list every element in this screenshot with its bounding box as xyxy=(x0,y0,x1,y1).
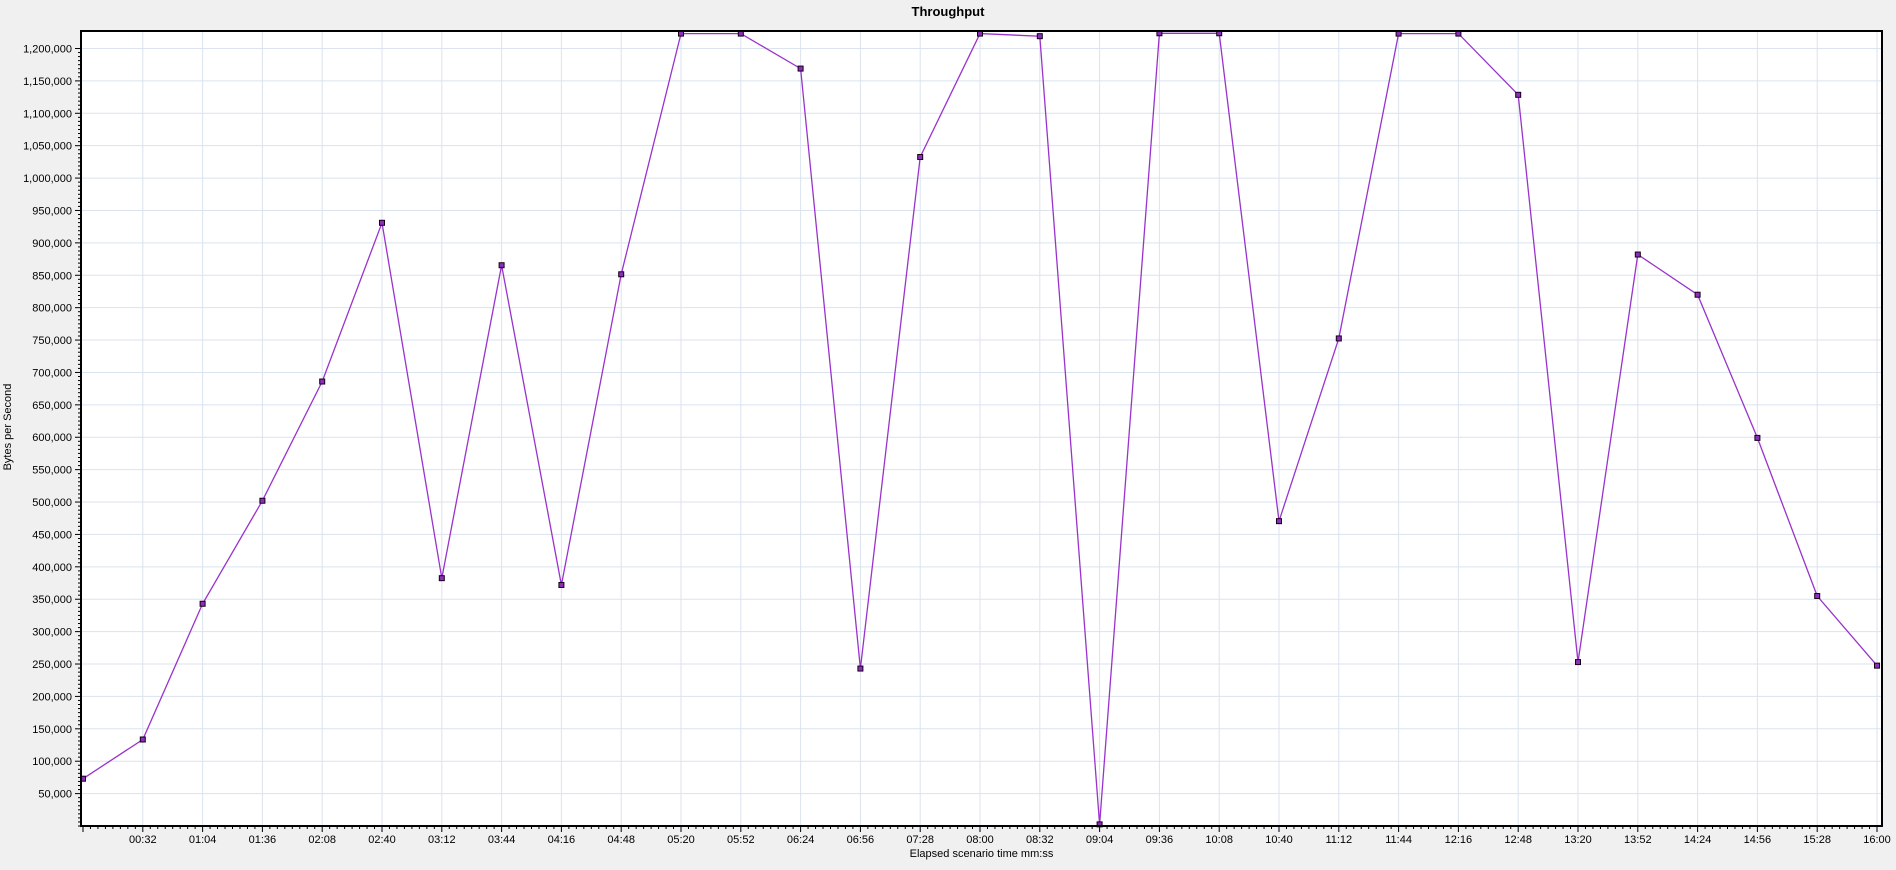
y-tick-label: 100,000 xyxy=(32,756,72,768)
y-tick-label: 50,000 xyxy=(38,789,72,801)
data-point-marker xyxy=(1814,592,1821,599)
y-tick-label: 350,000 xyxy=(32,594,72,606)
y-tick-label: 650,000 xyxy=(32,400,72,412)
data-point-marker xyxy=(1694,291,1701,298)
y-tick-label: 200,000 xyxy=(32,691,72,703)
x-tick-label: 10:08 xyxy=(1205,834,1233,846)
x-tick-label: 00:32 xyxy=(129,834,157,846)
y-tick-label: 550,000 xyxy=(32,465,72,477)
data-point-marker xyxy=(1874,662,1880,669)
x-tick-label: 13:20 xyxy=(1564,834,1592,846)
x-tick-label: 12:16 xyxy=(1445,834,1473,846)
y-tick-label: 1,000,000 xyxy=(23,173,72,185)
x-tick-label: 08:32 xyxy=(1026,834,1054,846)
data-point-marker xyxy=(1515,91,1522,98)
data-point-marker xyxy=(1036,33,1043,40)
plot-area xyxy=(81,31,1882,826)
x-tick-label: 09:36 xyxy=(1146,834,1174,846)
y-tick-label: 1,100,000 xyxy=(23,108,72,120)
data-point-marker xyxy=(319,378,326,385)
y-tick-label: 700,000 xyxy=(32,367,72,379)
x-tick-label: 15:28 xyxy=(1803,834,1831,846)
y-tick-label: 800,000 xyxy=(32,303,72,315)
y-tick-label: 750,000 xyxy=(32,335,72,347)
x-tick-label: 10:40 xyxy=(1265,834,1293,846)
y-tick-label: 950,000 xyxy=(32,205,72,217)
x-tick-label: 05:20 xyxy=(667,834,695,846)
y-tick-label: 1,150,000 xyxy=(23,76,72,88)
x-tick-label: 11:12 xyxy=(1325,834,1352,846)
data-point-marker xyxy=(618,271,625,278)
x-tick-label: 01:04 xyxy=(189,834,217,846)
x-tick-label: 01:36 xyxy=(249,834,277,846)
x-tick-label: 08:00 xyxy=(966,834,994,846)
data-point-marker xyxy=(1575,659,1581,666)
x-tick-label: 02:08 xyxy=(308,834,336,846)
chart-title: Throughput xyxy=(911,4,985,19)
x-tick-label: 14:56 xyxy=(1744,834,1772,846)
data-point-marker xyxy=(857,665,864,672)
y-tick-label: 300,000 xyxy=(32,627,72,639)
data-point-marker xyxy=(1276,518,1282,525)
x-axis-title: Elapsed scenario time mm:ss xyxy=(909,848,1054,860)
y-axis-title: Bytes per Second xyxy=(2,383,14,471)
x-tick-label: 13:52 xyxy=(1624,834,1652,846)
data-point-marker xyxy=(259,497,266,504)
y-tick-label: 450,000 xyxy=(32,529,72,541)
x-tick-label: 03:44 xyxy=(488,834,516,846)
x-tick-label: 06:56 xyxy=(847,834,875,846)
y-tick-label: 250,000 xyxy=(32,659,72,671)
data-point-marker xyxy=(379,219,385,226)
x-tick-label: 09:04 xyxy=(1086,834,1114,846)
y-tick-label: 900,000 xyxy=(32,238,72,250)
x-tick-label: 03:12 xyxy=(428,834,456,846)
y-tick-label: 150,000 xyxy=(32,724,72,736)
x-tick-label: 12:48 xyxy=(1504,834,1532,846)
x-tick-label: 11:44 xyxy=(1385,834,1412,846)
plot-border xyxy=(80,30,1883,827)
x-tick-label: 04:48 xyxy=(607,834,635,846)
y-tick-label: 850,000 xyxy=(32,270,72,282)
data-point-marker xyxy=(917,154,924,161)
x-tick-label: 05:52 xyxy=(727,834,755,846)
data-point-marker xyxy=(438,575,445,582)
data-point-marker xyxy=(558,581,565,588)
x-tick-label: 07:28 xyxy=(906,834,934,846)
data-point-marker xyxy=(1335,335,1342,342)
y-tick-label: 600,000 xyxy=(32,432,72,444)
x-tick-label: 04:16 xyxy=(548,834,576,846)
y-tick-label: 1,200,000 xyxy=(23,43,72,55)
y-tick-label: 500,000 xyxy=(32,497,72,509)
x-tick-label: 06:24 xyxy=(787,834,815,846)
data-point-marker xyxy=(498,262,505,269)
x-tick-label: 16:00 xyxy=(1863,834,1891,846)
data-point-marker xyxy=(1634,251,1641,258)
x-tick-label: 14:24 xyxy=(1684,834,1712,846)
y-tick-label: 1,050,000 xyxy=(23,141,72,153)
data-point-marker xyxy=(139,736,146,743)
y-tick-label: 400,000 xyxy=(32,562,72,574)
x-tick-label: 02:40 xyxy=(368,834,396,846)
data-point-marker xyxy=(199,600,206,607)
data-point-marker xyxy=(1754,434,1761,441)
data-point-marker xyxy=(797,65,804,72)
